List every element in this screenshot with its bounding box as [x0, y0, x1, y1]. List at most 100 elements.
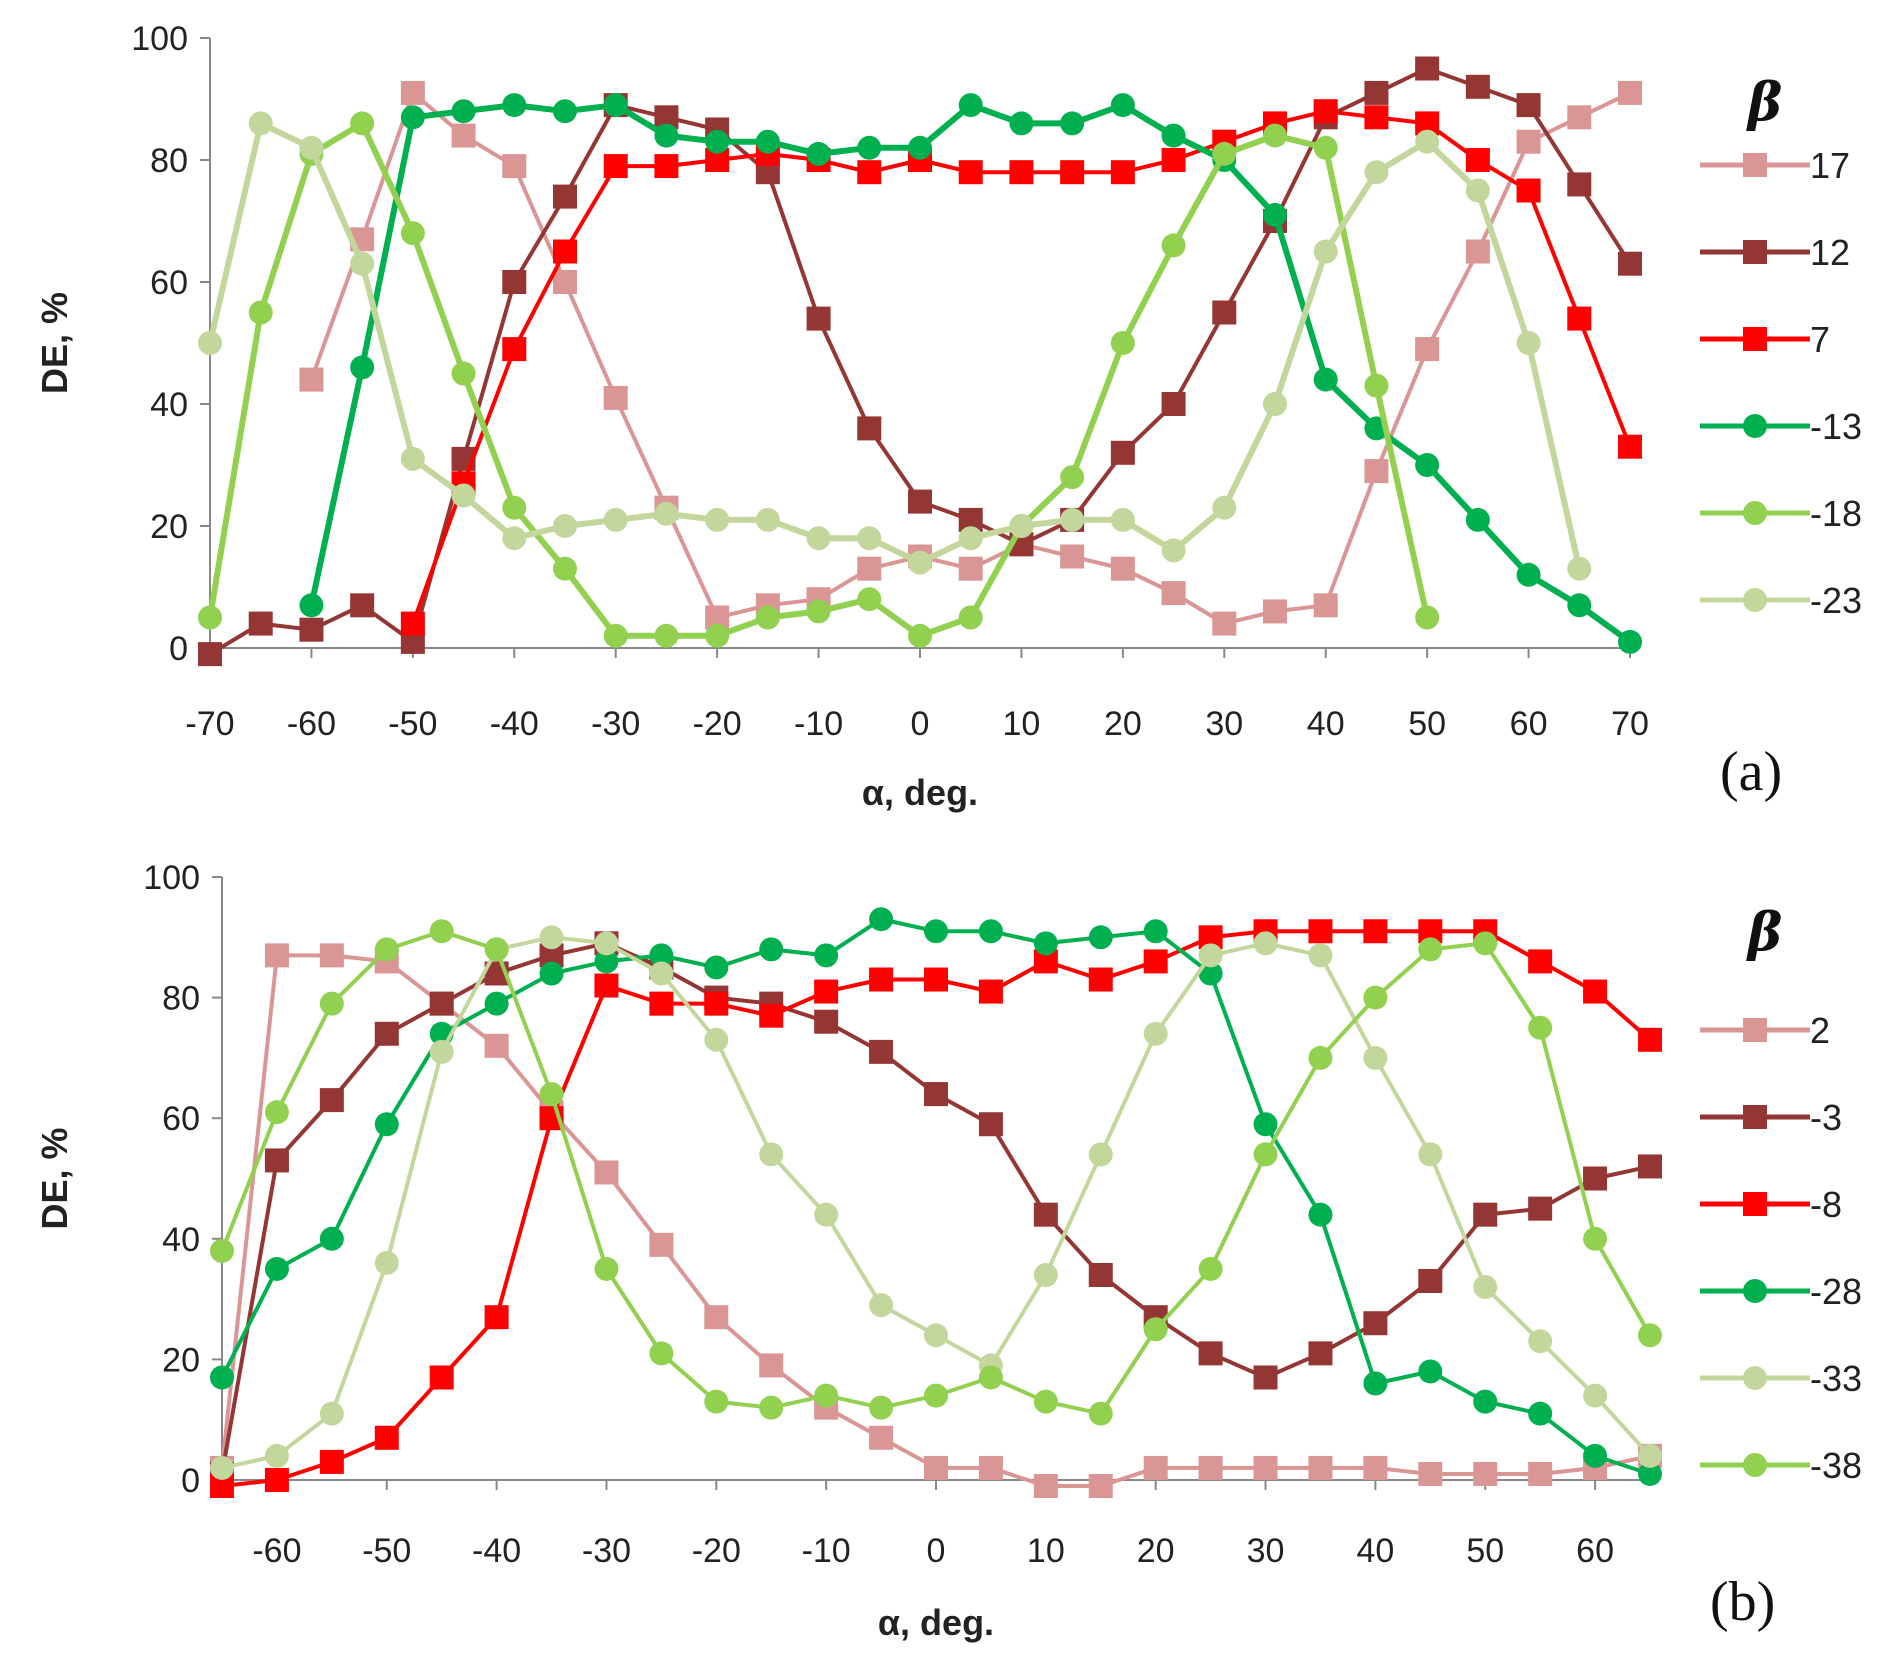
- x-tick-label: 50: [1408, 705, 1446, 743]
- x-tick-label: -10: [794, 705, 843, 743]
- data-point: [814, 1202, 839, 1227]
- data-point: [1088, 925, 1113, 950]
- data-point: [1364, 160, 1389, 185]
- data-point: [1060, 160, 1085, 185]
- data-point: [1583, 1226, 1608, 1251]
- data-point: [429, 991, 454, 1016]
- data-point: [1060, 111, 1085, 136]
- x-tick-label: 0: [911, 705, 930, 743]
- data-point: [705, 129, 730, 154]
- y-tick-label: 0: [169, 630, 188, 668]
- data-point: [869, 907, 894, 932]
- data-point: [539, 1082, 564, 1107]
- data-point: [594, 949, 619, 974]
- data-point: [1033, 1262, 1058, 1287]
- data-point: [319, 1088, 344, 1113]
- data-point: [1473, 1461, 1498, 1486]
- data-point: [553, 556, 577, 581]
- data-point: [1516, 178, 1541, 203]
- data-point: [1567, 306, 1592, 331]
- data-point: [1364, 459, 1389, 484]
- data-point: [806, 599, 831, 624]
- data-point: [1313, 135, 1338, 160]
- data-point: [553, 99, 577, 124]
- data-point: [1638, 1323, 1662, 1348]
- data-point: [350, 593, 375, 618]
- data-point: [1060, 507, 1085, 532]
- data-point: [502, 495, 527, 520]
- data-point: [553, 514, 577, 538]
- data-point: [806, 526, 831, 551]
- data-point: [1198, 1341, 1223, 1366]
- data-point: [1253, 1455, 1278, 1480]
- data-point: [1033, 1202, 1058, 1227]
- data-point: [1618, 434, 1642, 459]
- data-point: [1198, 1455, 1223, 1480]
- data-point: [484, 991, 509, 1016]
- data-point: [1088, 1142, 1113, 1167]
- data-point: [1528, 1015, 1553, 1040]
- y-axis-title: DE, %: [34, 292, 75, 394]
- data-point: [814, 1383, 839, 1408]
- legend-item: 2: [1700, 1010, 1830, 1051]
- data-point: [806, 141, 831, 166]
- x-tick-label: -30: [591, 705, 640, 743]
- data-point: [1161, 233, 1186, 258]
- y-tick-label: 100: [131, 20, 188, 58]
- y-tick-label: 100: [143, 859, 200, 897]
- data-point: [1465, 507, 1490, 532]
- data-point: [502, 270, 527, 294]
- data-point: [264, 1100, 289, 1125]
- data-point: [264, 1256, 289, 1281]
- data-point: [1308, 919, 1333, 944]
- series-2: [210, 943, 1662, 1499]
- x-tick-label: 20: [1137, 1532, 1175, 1570]
- series-17: [299, 80, 1642, 636]
- data-point: [1473, 1389, 1498, 1414]
- data-point: [1567, 556, 1592, 581]
- legend-item: -13: [1700, 406, 1862, 447]
- data-point: [1364, 373, 1389, 398]
- y-tick-label: 20: [162, 1341, 200, 1379]
- legend-label: -3: [1810, 1097, 1842, 1138]
- x-axis-title: α, deg.: [862, 772, 978, 813]
- data-point: [1567, 172, 1592, 197]
- data-point: [814, 1009, 839, 1034]
- data-point: [1638, 1154, 1662, 1179]
- x-tick-label: 70: [1611, 705, 1649, 743]
- data-point: [649, 991, 674, 1016]
- legend-item: 12: [1700, 232, 1850, 273]
- data-point: [299, 367, 324, 392]
- data-point: [502, 337, 527, 362]
- x-tick-label: 30: [1247, 1532, 1285, 1570]
- data-point: [374, 1250, 399, 1275]
- data-point: [1161, 148, 1186, 172]
- data-point: [924, 1082, 948, 1107]
- data-point: [1638, 1027, 1662, 1052]
- data-point: [319, 991, 344, 1016]
- legend-item: -28: [1700, 1271, 1862, 1312]
- data-point: [350, 251, 375, 276]
- data-point: [1528, 949, 1553, 974]
- data-point: [1465, 148, 1490, 172]
- data-point: [1009, 160, 1034, 185]
- data-point: [1198, 1256, 1223, 1281]
- data-point: [248, 300, 273, 325]
- data-point: [350, 355, 375, 380]
- data-point: [1212, 495, 1237, 520]
- data-point: [1060, 544, 1085, 569]
- y-tick-label: 60: [162, 1100, 200, 1138]
- data-point: [649, 1232, 674, 1257]
- x-tick-label: 10: [1027, 1532, 1065, 1570]
- data-point: [1516, 93, 1541, 118]
- data-point: [1618, 80, 1642, 105]
- data-point: [814, 979, 839, 1004]
- data-point: [759, 937, 784, 962]
- data-point: [908, 135, 932, 160]
- legend-marker: [1743, 1366, 1767, 1390]
- data-point: [429, 1365, 454, 1390]
- data-point: [299, 617, 324, 642]
- data-point: [1143, 1021, 1168, 1046]
- data-point: [978, 979, 1003, 1004]
- data-point: [553, 239, 577, 264]
